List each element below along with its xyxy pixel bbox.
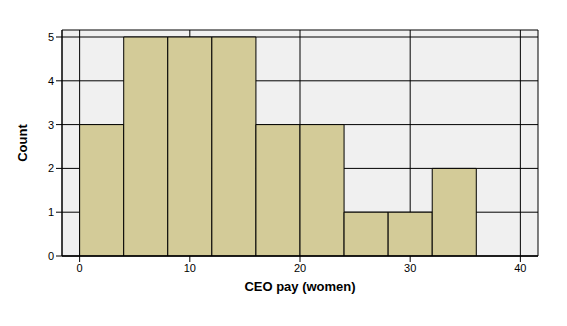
svg-text:10: 10 — [184, 262, 196, 274]
svg-text:5: 5 — [48, 31, 54, 43]
svg-text:2: 2 — [48, 162, 54, 174]
svg-text:3: 3 — [48, 119, 54, 131]
svg-text:0: 0 — [77, 262, 83, 274]
svg-text:30: 30 — [404, 262, 416, 274]
svg-text:1: 1 — [48, 206, 54, 218]
svg-text:4: 4 — [48, 75, 54, 87]
svg-text:Count: Count — [15, 124, 30, 162]
svg-text:CEO pay (women): CEO pay (women) — [244, 279, 355, 294]
svg-text:40: 40 — [514, 262, 526, 274]
svg-text:0: 0 — [48, 250, 54, 262]
svg-text:20: 20 — [294, 262, 306, 274]
